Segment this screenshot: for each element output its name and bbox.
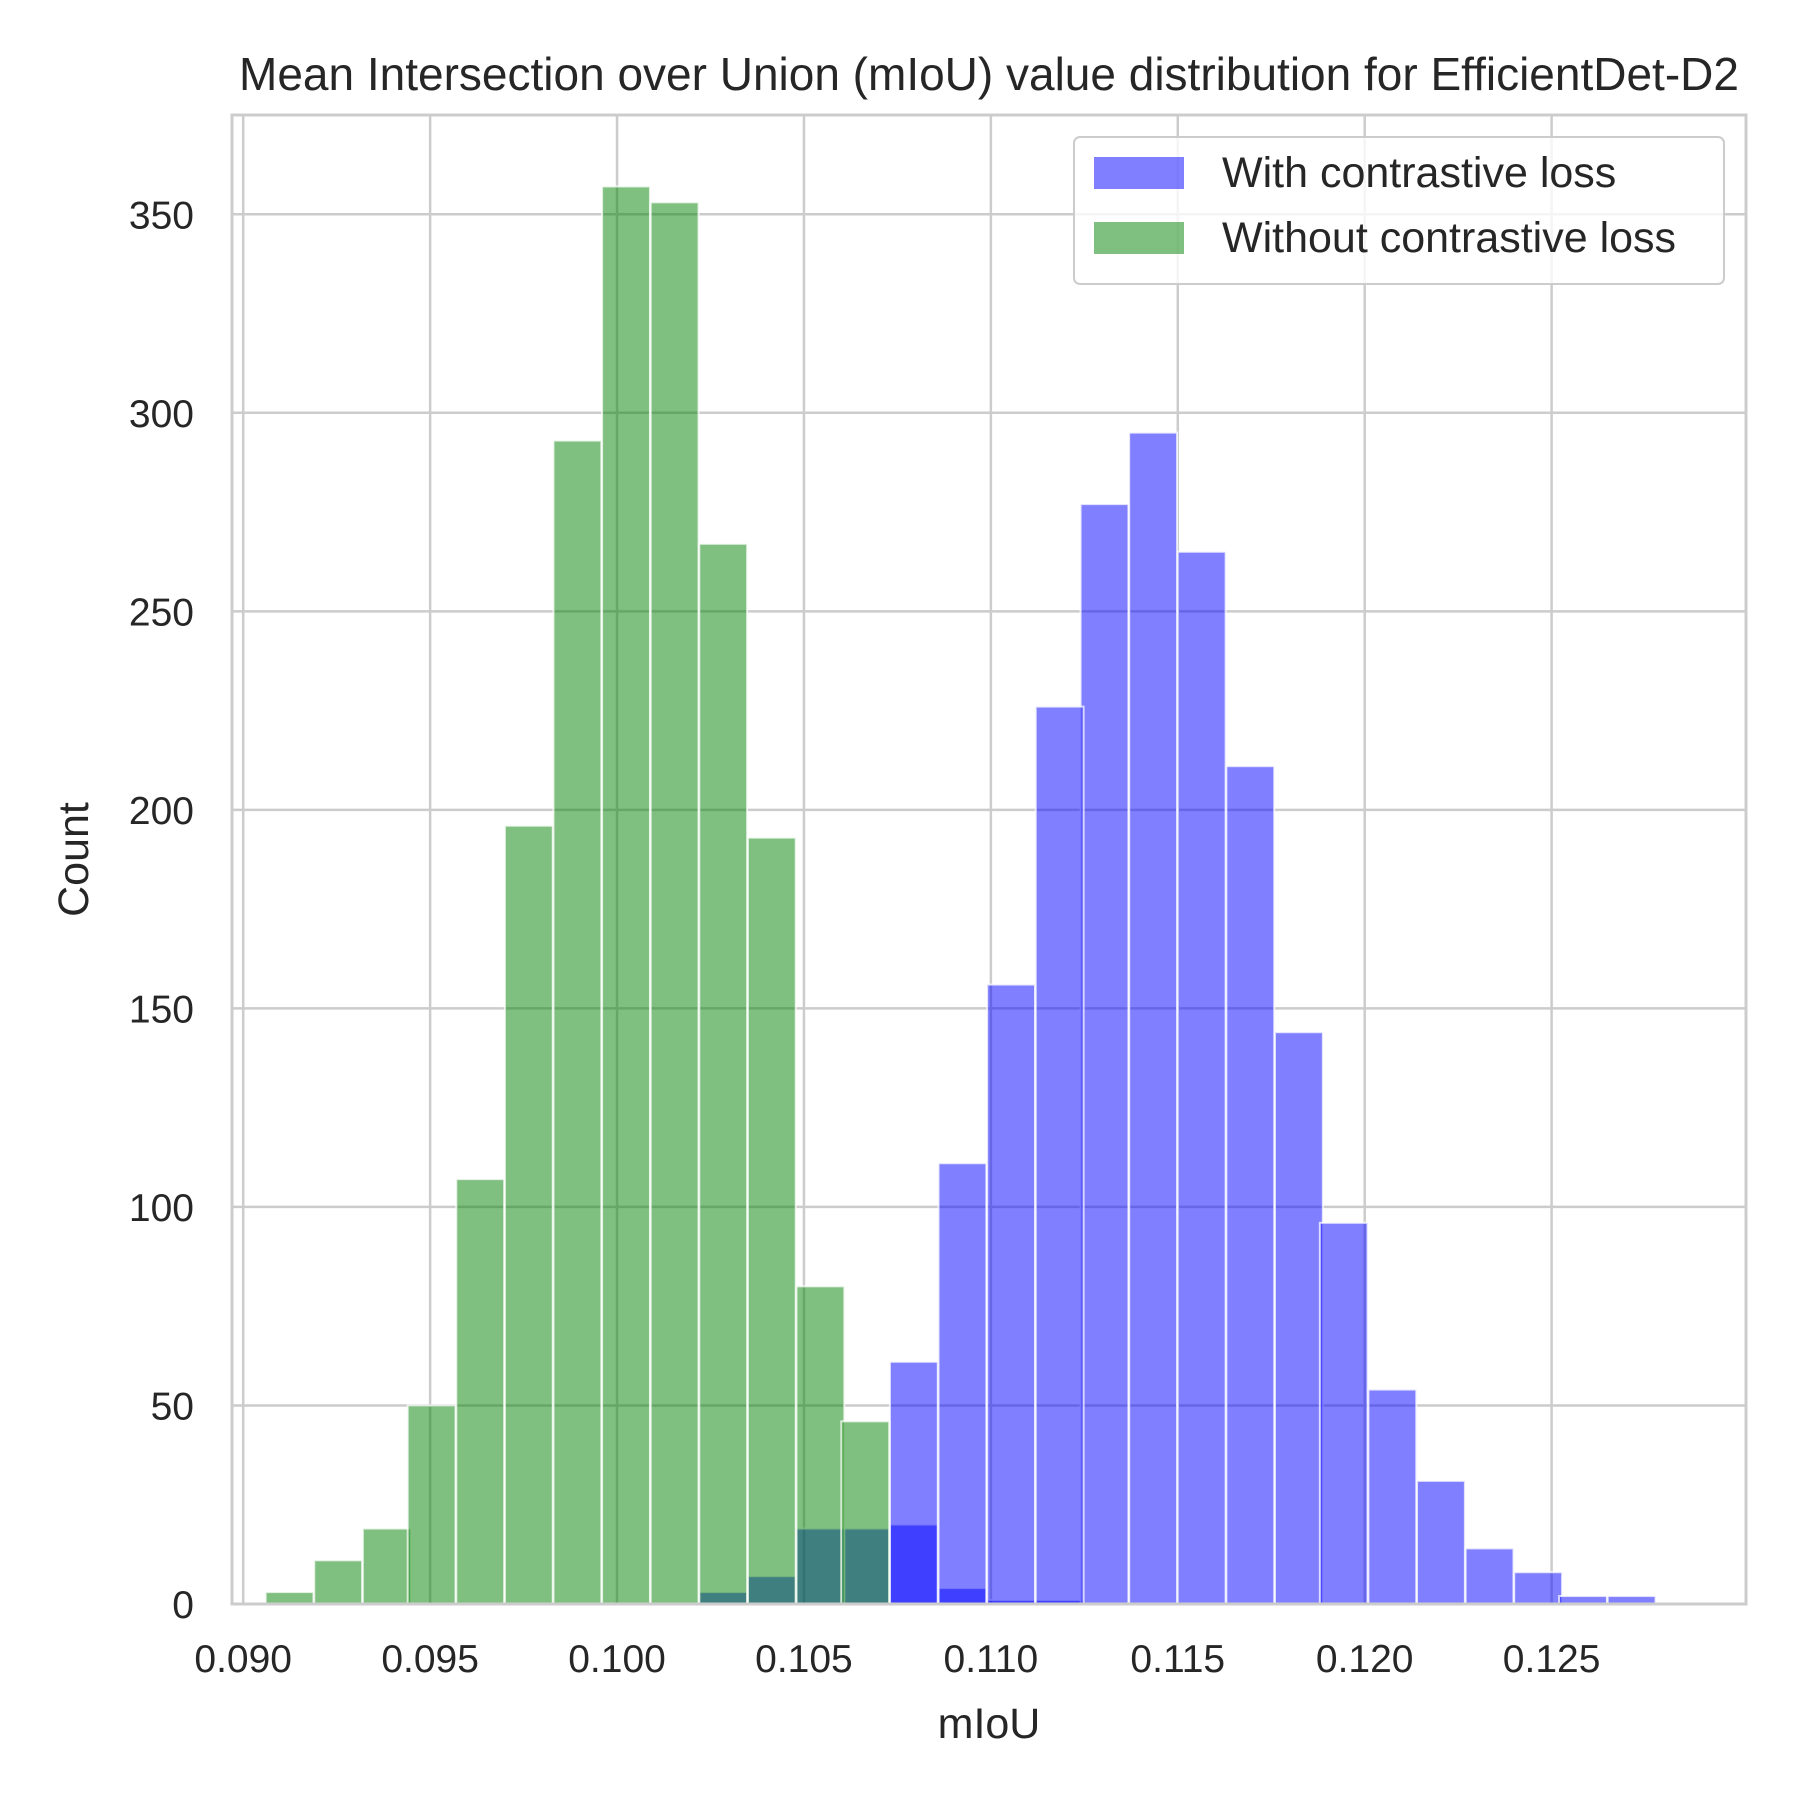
y-tick-label: 150 — [129, 988, 194, 1031]
bar-without-contrastive-loss — [746, 836, 797, 1605]
x-tick-label: 0.115 — [1130, 1638, 1225, 1681]
bar-without-contrastive-loss — [795, 1285, 846, 1605]
y-tick-label: 0 — [172, 1584, 194, 1627]
y-axis-title: Count — [50, 802, 98, 917]
bar-with-contrastive-loss — [1225, 765, 1276, 1605]
bar-with-contrastive-loss — [1273, 1031, 1324, 1605]
legend-swatch-with-contrastive-loss — [1094, 157, 1184, 189]
bar-with-contrastive-loss — [1128, 431, 1179, 1605]
bar-without-contrastive-loss — [313, 1559, 364, 1605]
x-tick-labels: 0.090 0.095 0.100 0.105 0.110 0.115 0.120 0.125 — [194, 1638, 1600, 1681]
y-tick-labels: 0 50 100 150 200 250 300 350 — [129, 194, 194, 1627]
bar-with-contrastive-loss — [1416, 1479, 1466, 1605]
bar-with-contrastive-loss — [1176, 550, 1227, 1605]
bar-without-contrastive-loss — [552, 439, 603, 1605]
x-tick-label: 0.105 — [755, 1638, 853, 1681]
bar-with-contrastive-loss — [1079, 503, 1130, 1605]
bar-without-contrastive-loss — [361, 1527, 412, 1606]
bar-without-contrastive-loss — [601, 185, 651, 1605]
x-tick-label: 0.125 — [1503, 1638, 1601, 1681]
histogram-bars — [264, 185, 1657, 1606]
bar-without-contrastive-loss — [406, 1404, 457, 1606]
bar-with-contrastive-loss — [1513, 1571, 1564, 1605]
x-tick-label: 0.095 — [381, 1638, 479, 1681]
bar-with-contrastive-loss — [1034, 705, 1085, 1605]
legend-label-without-contrastive-loss: Without contrastive loss — [1222, 214, 1676, 262]
x-tick-label: 0.090 — [194, 1638, 292, 1681]
bar-without-contrastive-loss — [264, 1591, 315, 1606]
y-tick-label: 200 — [129, 790, 194, 833]
legend-swatch-without-contrastive-loss — [1094, 222, 1184, 254]
plot-frame — [230, 113, 1748, 1606]
y-tick-label: 50 — [151, 1385, 194, 1428]
y-tick-label: 350 — [129, 194, 194, 237]
bar-with-contrastive-loss — [937, 1162, 988, 1605]
bar-with-contrastive-loss — [1318, 1221, 1369, 1606]
y-tick-label: 100 — [129, 1187, 194, 1230]
bar-with-contrastive-loss — [888, 1360, 939, 1605]
chart-title: Mean Intersection over Union (mIoU) valu… — [239, 48, 1739, 100]
x-tick-label: 0.100 — [568, 1638, 666, 1681]
bar-without-contrastive-loss — [840, 1420, 891, 1606]
legend: With contrastive loss Without contrastiv… — [1073, 136, 1725, 285]
bar-without-contrastive-loss — [649, 201, 700, 1606]
bar-with-contrastive-loss — [1367, 1388, 1418, 1605]
x-tick-label: 0.110 — [944, 1638, 1039, 1681]
legend-label-with-contrastive-loss: With contrastive loss — [1222, 149, 1616, 197]
y-tick-label: 250 — [129, 591, 194, 634]
x-tick-label: 0.120 — [1316, 1638, 1414, 1681]
bar-without-contrastive-loss — [455, 1178, 506, 1605]
legend-box — [1073, 136, 1725, 285]
bar-with-contrastive-loss — [1464, 1547, 1515, 1605]
y-tick-label: 300 — [129, 393, 194, 436]
bar-without-contrastive-loss — [503, 824, 554, 1605]
x-axis-title: mIoU — [938, 1700, 1041, 1748]
bar-without-contrastive-loss — [698, 542, 749, 1605]
bar-with-contrastive-loss — [986, 983, 1036, 1605]
